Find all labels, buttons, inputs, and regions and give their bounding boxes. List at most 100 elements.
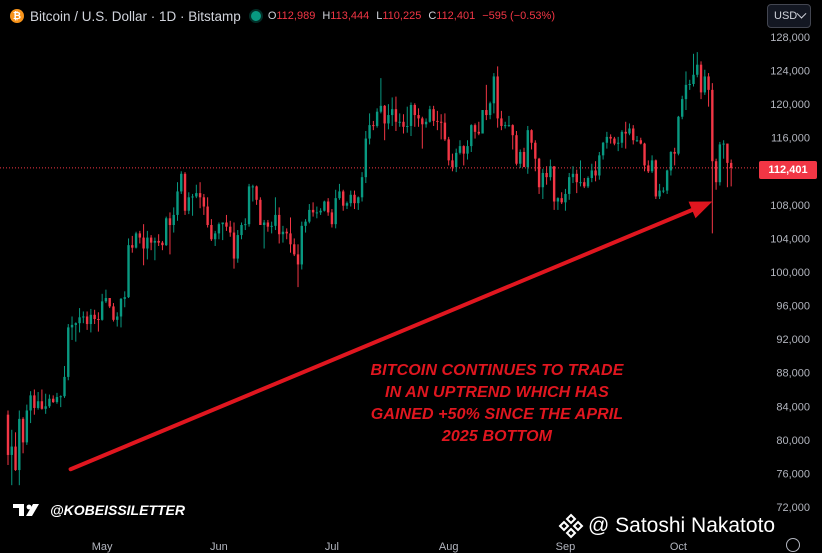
y-tick-label: 120,000 bbox=[770, 99, 810, 111]
candle-body bbox=[714, 161, 718, 183]
candle bbox=[552, 166, 556, 210]
candle bbox=[157, 234, 160, 246]
candle bbox=[549, 159, 552, 181]
candle bbox=[18, 410, 21, 486]
last-price-label: 112,401 bbox=[759, 161, 817, 179]
candle bbox=[394, 96, 398, 131]
candle-body bbox=[684, 84, 688, 100]
candle-body bbox=[153, 240, 157, 243]
candle-body bbox=[458, 146, 462, 153]
candle-body bbox=[236, 235, 239, 259]
candle bbox=[624, 121, 627, 149]
candle bbox=[541, 168, 545, 199]
candle bbox=[722, 140, 725, 159]
candle-body bbox=[311, 209, 315, 213]
candle bbox=[515, 131, 518, 166]
candle bbox=[240, 222, 243, 240]
candle bbox=[300, 221, 303, 270]
candle bbox=[59, 395, 62, 408]
tradingview-logo-icon bbox=[13, 504, 39, 516]
candle-body bbox=[726, 143, 729, 163]
candle-body bbox=[413, 104, 416, 116]
candle-body bbox=[379, 105, 383, 112]
candle-body bbox=[67, 327, 70, 377]
candle-body bbox=[628, 128, 631, 134]
y-tick-label: 128,000 bbox=[770, 32, 810, 44]
candle-body bbox=[300, 225, 303, 265]
candle-body bbox=[530, 130, 533, 143]
candle bbox=[6, 410, 10, 466]
candle-body bbox=[522, 151, 526, 168]
candle bbox=[33, 389, 36, 415]
candle-body bbox=[503, 125, 507, 127]
candle-body bbox=[439, 121, 443, 123]
candle-body bbox=[575, 173, 578, 183]
candle bbox=[342, 189, 345, 211]
candle-body bbox=[44, 406, 47, 409]
candle bbox=[330, 209, 334, 228]
candle-body bbox=[285, 231, 288, 234]
candle-body bbox=[669, 151, 673, 171]
candle bbox=[605, 131, 609, 149]
candle bbox=[251, 184, 255, 202]
symbol-title[interactable]: Bitcoin / U.S. Dollar · 1D · Bitstamp bbox=[30, 8, 241, 24]
candle bbox=[692, 53, 695, 87]
candle bbox=[48, 394, 51, 408]
candle bbox=[262, 219, 266, 249]
candle-body bbox=[383, 105, 386, 124]
candle-body bbox=[172, 214, 175, 225]
market-status-icon[interactable] bbox=[250, 11, 261, 21]
candle-body bbox=[289, 233, 292, 245]
candle bbox=[296, 244, 300, 288]
candle-body bbox=[202, 197, 206, 207]
candle-body bbox=[598, 155, 601, 176]
candle-body bbox=[142, 237, 145, 249]
candle bbox=[247, 183, 251, 227]
candle bbox=[112, 303, 115, 322]
candle-body bbox=[500, 118, 503, 126]
annotation-line: GAINED +50% SINCE THE APRIL bbox=[370, 406, 624, 423]
candle bbox=[424, 118, 428, 128]
currency-selector[interactable]: USD bbox=[767, 4, 811, 28]
candle-body bbox=[692, 74, 695, 84]
candle-body bbox=[112, 306, 115, 320]
candle bbox=[665, 169, 669, 194]
candle bbox=[315, 206, 319, 219]
candle-body bbox=[244, 224, 247, 226]
candle bbox=[319, 208, 322, 215]
y-tick-label: 92,000 bbox=[776, 334, 810, 346]
y-axis[interactable]: 128,000124,000120,000116,000112,000108,0… bbox=[770, 32, 810, 514]
candle-body bbox=[662, 190, 665, 192]
candle bbox=[488, 101, 492, 120]
candle bbox=[236, 230, 239, 263]
x-axis[interactable]: May Jun Jul Aug Sep Oct bbox=[92, 541, 687, 553]
candle bbox=[244, 218, 247, 231]
candle-body bbox=[210, 225, 213, 240]
candle-body bbox=[213, 233, 217, 240]
candle-body bbox=[345, 203, 349, 206]
candle-body bbox=[29, 395, 32, 411]
candle bbox=[545, 166, 548, 185]
x-tick-label: Oct bbox=[670, 541, 687, 553]
candle bbox=[191, 193, 194, 216]
candle bbox=[500, 110, 503, 131]
candle-body bbox=[36, 401, 40, 408]
candle-body bbox=[394, 109, 398, 122]
settings-icon[interactable] bbox=[786, 538, 800, 552]
candle bbox=[82, 311, 85, 324]
candle bbox=[326, 198, 330, 216]
watermark-text: @ Satoshi Nakatoto bbox=[588, 514, 776, 537]
candle bbox=[183, 172, 187, 215]
candle-body bbox=[149, 237, 153, 243]
candle-body bbox=[406, 125, 409, 127]
candle bbox=[635, 136, 639, 142]
candle bbox=[293, 238, 296, 257]
annotation-line: BITCOIN CONTINUES TO TRADE bbox=[370, 362, 624, 379]
x-tick-label: Aug bbox=[439, 541, 459, 553]
annotation-text: BITCOIN CONTINUES TO TRADE IN AN UPTREND … bbox=[340, 360, 654, 448]
candle-body bbox=[33, 395, 36, 408]
candle bbox=[564, 188, 567, 211]
currency-label: USD bbox=[774, 10, 798, 22]
candle-body bbox=[647, 165, 650, 172]
